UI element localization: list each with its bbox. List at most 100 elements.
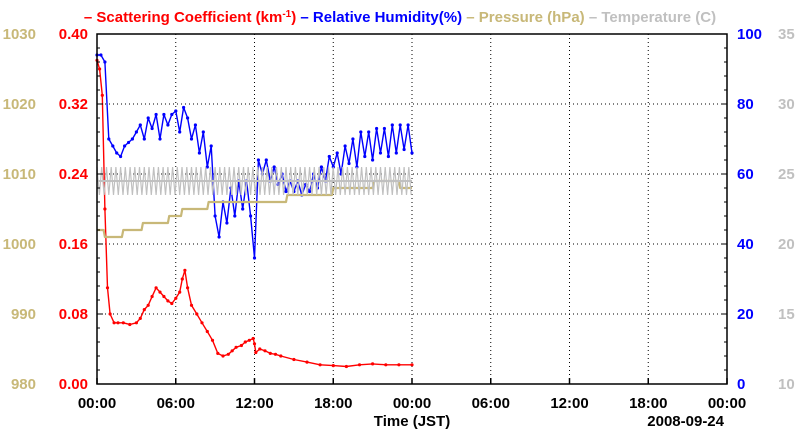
scattering-tick-label: 0.00 xyxy=(59,376,88,393)
series-relative-humidity-point xyxy=(205,165,209,169)
series-scattering-coefficient-point xyxy=(221,354,225,358)
series-scattering-coefficient-point xyxy=(371,362,375,366)
series-scattering-coefficient-point xyxy=(344,364,348,369)
x-tick-label: 06:00 xyxy=(472,395,510,412)
series-relative-humidity-point xyxy=(213,214,217,218)
series-scattering-coefficient-point xyxy=(331,364,335,368)
series-scattering-coefficient-point xyxy=(243,340,247,344)
series-relative-humidity-point xyxy=(174,109,178,113)
series-scattering-coefficient-point xyxy=(230,349,234,353)
series-scattering-coefficient-point xyxy=(180,277,184,281)
humidity-tick-label: 0 xyxy=(737,376,745,393)
series-scattering-coefficient-point xyxy=(166,299,170,303)
series-relative-humidity-point xyxy=(367,130,371,134)
series-scattering-coefficient-point xyxy=(183,268,187,272)
series-relative-humidity-point xyxy=(371,158,375,162)
series-relative-humidity-point xyxy=(123,144,127,148)
series-relative-humidity-point xyxy=(406,123,410,127)
humidity-tick-label: 20 xyxy=(737,306,754,323)
series-scattering-coefficient-point xyxy=(226,352,230,356)
series-scattering-coefficient-point xyxy=(210,338,215,342)
x-tick-label: 00:00 xyxy=(708,395,746,412)
pressure-tick-label: 980 xyxy=(11,376,36,393)
series-relative-humidity-point xyxy=(394,151,398,155)
series-scattering-coefficient-point xyxy=(150,294,154,299)
series-relative-humidity-point xyxy=(193,123,197,127)
series-relative-humidity-point xyxy=(189,137,194,141)
series-scattering-coefficient-point xyxy=(234,345,238,349)
series-relative-humidity-point xyxy=(150,126,154,131)
humidity-tick-label: 80 xyxy=(737,96,754,113)
series-relative-humidity-point xyxy=(126,140,131,145)
series-scattering-coefficient-point xyxy=(162,294,166,299)
series-relative-humidity-point xyxy=(375,126,379,131)
series-relative-humidity-point xyxy=(402,147,406,152)
series-scattering-coefficient-point xyxy=(252,342,257,346)
series-relative-humidity-point xyxy=(166,123,170,127)
series-scattering-coefficient-point xyxy=(305,360,309,364)
pressure-tick-label: 990 xyxy=(11,306,36,323)
series-scattering-coefficient-point xyxy=(112,321,116,325)
temperature-tick-label: 35 xyxy=(778,26,795,43)
x-tick-label: 18:00 xyxy=(314,395,352,412)
x-tick-label: 12:00 xyxy=(550,395,588,412)
series-scattering-coefficient-point xyxy=(279,354,283,358)
series-pressure-line xyxy=(97,179,412,239)
series-relative-humidity-point xyxy=(252,256,257,260)
series-relative-humidity-point xyxy=(390,123,394,127)
ticks-layer: 00:00 06:00 12:00 18:00 00:00 06:00 12:00 18:00… xyxy=(3,26,795,412)
legend-tail: ) xyxy=(291,9,296,26)
series-relative-humidity-point xyxy=(142,137,146,141)
x-tick-label: 12:00 xyxy=(235,395,273,412)
series-relative-humidity-point xyxy=(249,214,253,218)
legend-item: – Temperature (C) xyxy=(585,9,716,26)
legend-item: – Relative Humidity(%) xyxy=(296,9,462,26)
series-scattering-coefficient-point xyxy=(268,351,272,355)
series-relative-humidity-point xyxy=(170,112,174,117)
series-scattering-coefficient-point xyxy=(116,321,120,325)
series-relative-humidity-point xyxy=(382,126,386,131)
series-scattering-coefficient-point xyxy=(103,207,107,211)
series-scattering-coefficient-point xyxy=(98,67,102,71)
series-relative-humidity-point xyxy=(111,144,115,148)
series-relative-humidity-point xyxy=(154,112,158,117)
series-scattering-coefficient-point xyxy=(247,338,251,342)
series-relative-humidity-point xyxy=(359,130,363,134)
series-relative-humidity-point xyxy=(410,151,414,155)
series-layer xyxy=(95,53,414,369)
humidity-tick-label: 40 xyxy=(737,236,754,253)
series-relative-humidity-point xyxy=(209,144,213,148)
scattering-tick-label: 0.24 xyxy=(59,166,89,183)
series-relative-humidity-point xyxy=(351,137,355,141)
series-relative-humidity-point xyxy=(130,137,134,141)
series-scattering-coefficient-point xyxy=(205,329,209,334)
pressure-tick-label: 1000 xyxy=(3,236,36,253)
series-relative-humidity-point xyxy=(186,116,190,120)
series-relative-humidity-point xyxy=(158,137,162,141)
x-tick-label: 18:00 xyxy=(629,395,667,412)
series-relative-humidity-point xyxy=(146,116,150,120)
series-relative-humidity-point xyxy=(103,60,107,64)
series-scattering-coefficient-point xyxy=(105,286,110,290)
series-relative-humidity-point xyxy=(347,161,351,166)
series-relative-humidity-point xyxy=(335,151,339,155)
series-relative-humidity-point xyxy=(182,105,186,110)
series-scattering-coefficient-point xyxy=(397,363,401,367)
pressure-tick-label: 1010 xyxy=(3,166,36,183)
series-relative-humidity-point xyxy=(134,130,138,134)
series-relative-humidity-point xyxy=(264,158,268,162)
series-scattering-coefficient-point xyxy=(254,350,258,355)
temperature-tick-label: 30 xyxy=(778,96,795,113)
series-scattering-coefficient-point xyxy=(216,351,220,355)
humidity-tick-label: 60 xyxy=(737,166,754,183)
series-relative-humidity-point xyxy=(308,189,312,194)
series-relative-humidity-point xyxy=(119,154,123,159)
series-scattering-coefficient-point xyxy=(138,316,142,320)
series-scattering-coefficient-point xyxy=(410,363,414,367)
pressure-tick-label: 1030 xyxy=(3,26,36,43)
humidity-tick-label: 100 xyxy=(737,26,762,43)
series-relative-humidity-point xyxy=(217,235,221,239)
series-scattering-coefficient-point xyxy=(186,286,190,290)
series-relative-humidity-point xyxy=(138,123,142,127)
